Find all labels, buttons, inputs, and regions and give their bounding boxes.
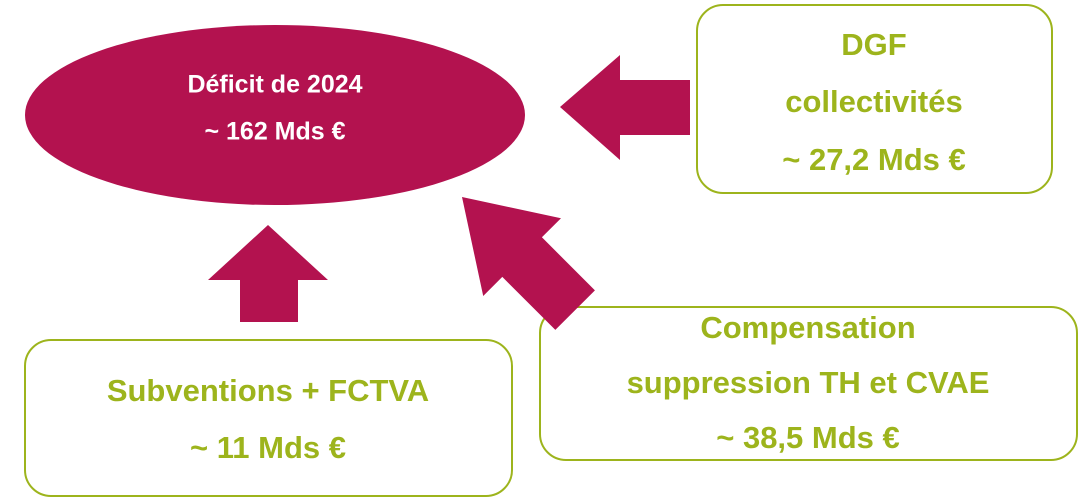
- arrow-diagonal: [462, 197, 595, 330]
- node-text: ~ 162 Mds €: [204, 118, 345, 146]
- node-text: suppression TH et CVAE: [627, 365, 990, 400]
- dgf-box: [696, 4, 1053, 194]
- node-text: ~ 11 Mds €: [190, 430, 346, 465]
- deficit-ellipse: [25, 25, 525, 205]
- subventions-box: [24, 339, 513, 497]
- node-text: DGF: [841, 27, 906, 62]
- arrow-left: [560, 55, 690, 160]
- arrow-up: [208, 225, 328, 322]
- node-text: Compensation: [700, 310, 915, 345]
- node-text: ~ 38,5 Mds €: [716, 420, 900, 455]
- node-text: collectivités: [785, 84, 962, 119]
- node-text: Déficit de 2024: [187, 71, 362, 99]
- compensation-box: [539, 306, 1078, 461]
- node-text: ~ 27,2 Mds €: [782, 142, 966, 177]
- node-text: Subventions + FCTVA: [107, 373, 429, 408]
